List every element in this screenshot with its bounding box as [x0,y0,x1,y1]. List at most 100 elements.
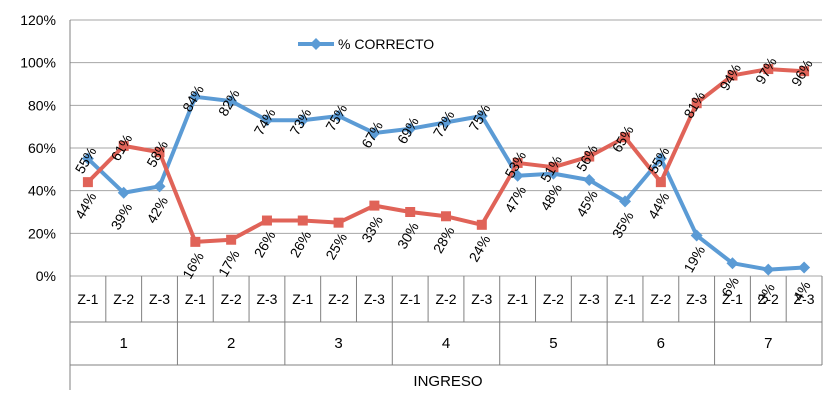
gridlines [70,19,822,277]
data-point [118,140,129,151]
data-point [511,169,524,182]
legend-marker [310,38,322,50]
x-tick-label: Z-1 [722,291,743,307]
data-point [475,110,488,122]
data-point [190,236,201,247]
data-label: 33% [358,213,386,245]
x-tick-label: Z-2 [650,291,671,307]
data-label: 26% [286,228,314,260]
y-tick-label: 40% [28,183,56,199]
x-axis-title: INGRESO [413,373,482,390]
y-tick-label: 100% [20,55,56,71]
data-point [226,234,237,245]
data-label: 47% [501,183,529,215]
axes: 0% 20% 40% 60% 80% 100% 120% Z-1 Z-2 Z-3 Z-1 Z-2 Z-3… [20,12,823,390]
x-tick-label: Z-2 [221,291,242,307]
x-tick-label: Z-2 [436,291,457,307]
data-point [583,174,596,186]
data-label: 25% [322,230,350,262]
x-tick-label: Z-1 [292,291,313,307]
data-point [619,195,632,208]
data-point [154,147,165,158]
data-label: 28% [430,224,458,256]
data-point [726,257,739,270]
data-label: 30% [394,219,422,251]
data-point [798,261,811,274]
data-point [261,215,272,226]
data-label: 16% [179,249,207,281]
data-label: 72% [430,108,458,140]
data-point [691,98,702,109]
data-label: 69% [394,114,422,146]
group-label: 3 [334,335,342,352]
group-label: 4 [442,335,450,352]
data-point [81,152,94,165]
x-tick-label: Z-3 [256,291,277,307]
data-point [404,122,417,135]
data-point [368,127,381,140]
y-tick-label: 60% [28,140,56,156]
data-label: 73% [286,106,314,138]
data-label: 39% [107,200,135,232]
data-point [117,186,130,199]
data-label: 19% [680,243,708,275]
data-point [225,95,238,108]
data-point [763,64,774,75]
x-tick-label: Z-3 [149,291,170,307]
x-tick-label: Z-1 [507,291,528,307]
data-point [189,90,202,103]
group-label: 2 [227,335,235,352]
x-tick-label: Z-1 [77,291,98,307]
legend-label: % CORRECTO [338,36,434,52]
data-label: 42% [143,194,171,226]
data-label: 94% [716,61,744,93]
data-label: 67% [358,118,386,150]
data-point [333,217,344,228]
data-label: 81% [680,89,708,121]
x-tick-label: Z-2 [328,291,349,307]
x-tick-label: Z-2 [113,291,134,307]
group-label: 5 [549,335,557,352]
data-label: 45% [573,187,601,219]
data-point [369,200,380,211]
data-point [332,110,345,122]
data-point [153,180,166,193]
series [81,64,811,276]
data-point [476,219,487,230]
data-point [799,66,810,77]
x-tick-label: Z-2 [543,291,564,307]
data-label: 65% [609,123,637,155]
x-tick-label: Z-3 [471,291,492,307]
data-point [296,114,309,127]
data-point [655,177,666,188]
data-point [654,152,667,165]
data-label: 96% [788,57,816,89]
y-tick-label: 80% [28,97,56,113]
group-label: 7 [764,335,772,352]
data-label: 44% [72,189,100,221]
data-point [690,229,703,242]
y-tick-label: 20% [28,225,56,241]
data-label: 24% [466,232,494,264]
data-point [584,151,595,162]
y-tick-label: 120% [20,12,56,28]
x-tick-label: Z-1 [615,291,636,307]
x-tick-label: Z-3 [364,291,385,307]
data-point [82,177,93,188]
data-point [762,263,775,276]
data-label: 44% [645,189,673,221]
y-tick-label: 0% [36,268,56,284]
data-label: 55% [72,144,100,176]
data-label: 51% [537,153,565,185]
x-tick-label: Z-3 [686,291,707,307]
data-label: 35% [609,209,637,241]
data-label: 26% [251,228,279,260]
legend: % CORRECTO [298,36,434,52]
data-point [620,132,631,143]
data-label: 82% [215,86,243,118]
data-point [297,215,308,226]
data-point [548,162,559,173]
x-tick-label: Z-1 [400,291,421,307]
